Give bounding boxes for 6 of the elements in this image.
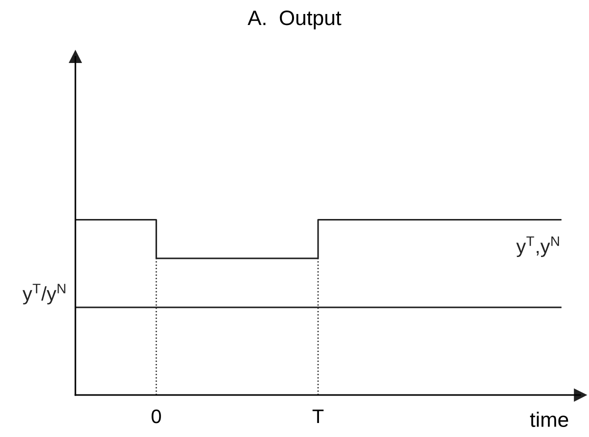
x-axis-title: time: [530, 412, 568, 428]
series-label: y$^{T}$/y$^{N}$: [22, 284, 66, 304]
x-tick-label: T: [312, 410, 324, 424]
series-label: y$^{T}$,y$^{N}$: [516, 236, 559, 258]
x-tick-label: 0: [152, 409, 161, 424]
chart-title: A. Output: [248, 10, 342, 30]
